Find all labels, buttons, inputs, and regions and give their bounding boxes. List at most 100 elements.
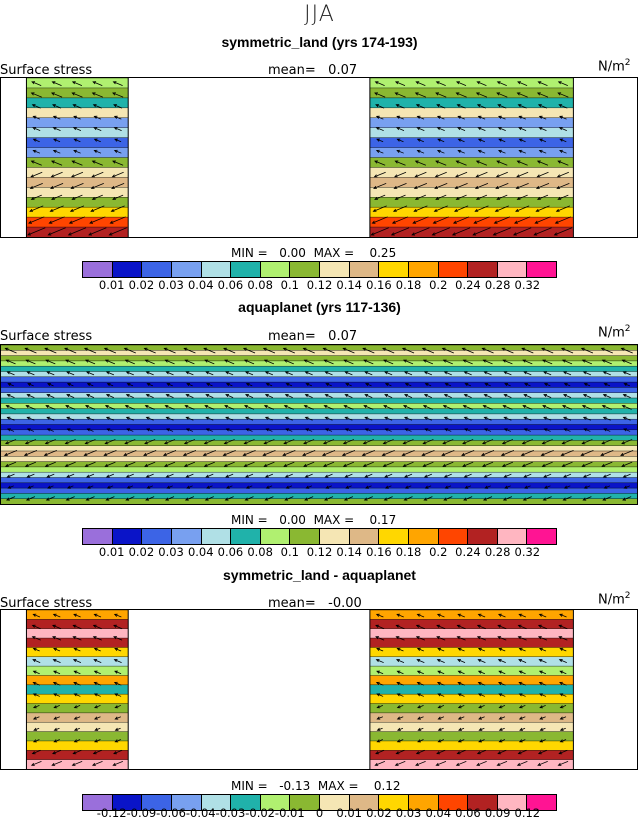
stress-vector-head — [106, 383, 111, 387]
stress-vector — [519, 150, 526, 154]
stress-vector-head — [112, 762, 117, 766]
stress-vector-head — [64, 463, 69, 467]
stress-vector-head — [455, 762, 460, 766]
stress-vector — [498, 150, 506, 154]
stress-vector — [454, 205, 469, 212]
stress-vector-head — [415, 751, 420, 755]
stress-vector — [403, 439, 414, 445]
stress-vector — [391, 227, 410, 236]
stress-vector-head — [424, 383, 429, 387]
stress-vector — [111, 205, 125, 212]
stress-vector-head — [224, 404, 228, 409]
stress-vector-head — [514, 220, 518, 224]
stress-vector — [457, 613, 465, 618]
stress-vector-head — [370, 232, 375, 236]
stress-vector — [5, 461, 17, 467]
stress-vector — [443, 405, 453, 410]
stress-vector-head — [123, 347, 128, 351]
stress-band — [26, 97, 129, 109]
stress-vector — [397, 648, 404, 652]
stress-vector-head — [282, 347, 287, 351]
stress-vector — [92, 92, 103, 98]
colorbar-tick-label: 0.03 — [158, 278, 184, 292]
stress-vector-head — [583, 383, 588, 387]
stress-band — [369, 712, 574, 723]
stress-vector — [538, 749, 548, 755]
colorbar-swatch — [408, 529, 439, 544]
stress-vector — [416, 636, 425, 641]
stress-vector — [582, 405, 593, 410]
stress-vector — [88, 227, 107, 236]
stress-vector-head — [437, 727, 442, 731]
stress-vector-head — [283, 441, 288, 445]
stress-vector — [478, 659, 486, 663]
stress-vector-head — [496, 160, 501, 164]
stress-vector-head — [282, 452, 287, 456]
stress-vector — [519, 138, 526, 143]
stress-vector-head — [66, 394, 71, 398]
stress-vector-head — [49, 185, 54, 189]
stress-vector — [484, 428, 492, 432]
stress-vector-head — [343, 404, 348, 409]
stress-vector-head — [225, 416, 230, 420]
stress-vector — [623, 371, 631, 376]
stress-vector — [73, 613, 81, 618]
stress-vector — [74, 648, 81, 652]
stress-vector — [203, 347, 216, 354]
stress-vector — [539, 670, 547, 675]
stress-vector — [112, 194, 124, 200]
stress-vector — [457, 104, 466, 109]
colorbar-tick-label: -0.12 — [96, 806, 127, 820]
stress-vector-head — [404, 371, 408, 375]
stress-vector-head — [436, 127, 441, 131]
stress-vector-head — [91, 92, 96, 96]
stress-band — [1, 488, 637, 494]
stress-vector-head — [457, 693, 462, 697]
stress-vector — [363, 405, 374, 410]
stress-vector-head — [498, 647, 503, 651]
stress-vector-head — [245, 474, 249, 478]
stress-vector — [395, 160, 406, 166]
stress-vector-head — [536, 174, 541, 178]
stress-vector-head — [541, 441, 546, 445]
colorbar-tick-label: 0.06 — [455, 806, 481, 820]
stress-vector — [7, 383, 14, 387]
stress-vector — [183, 450, 197, 456]
stress-vector-head — [417, 739, 421, 743]
stress-vector — [383, 439, 394, 445]
stress-vector — [396, 104, 405, 109]
stress-vector — [423, 405, 434, 410]
stress-vector-head — [70, 185, 75, 189]
stress-vector — [620, 450, 634, 456]
stress-vector-head — [402, 441, 407, 445]
stress-vector-head — [144, 463, 148, 467]
stress-vector — [114, 670, 122, 675]
colorbar-tick-label: 0.24 — [455, 278, 481, 292]
stress-vector-head — [517, 81, 521, 85]
stress-vector-head — [343, 359, 348, 363]
stress-vector-head — [555, 208, 560, 212]
stress-vector — [437, 693, 445, 697]
stress-vector — [411, 227, 430, 236]
stress-vector-head — [417, 705, 421, 709]
stress-vector-head — [557, 81, 562, 85]
stress-vector — [146, 473, 154, 478]
stress-vector — [73, 127, 82, 131]
stress-vector-head — [384, 428, 389, 432]
colorbar-swatch — [379, 262, 409, 277]
colorbar-tick-label: 0.02 — [128, 545, 155, 559]
stress-vector — [436, 760, 447, 766]
stress-vector — [53, 670, 61, 675]
stress-band — [369, 647, 574, 658]
stress-vector — [105, 439, 116, 445]
stress-vector-head — [538, 670, 543, 674]
stress-vector-head — [457, 647, 462, 651]
stress-vector — [46, 394, 55, 398]
stress-vector — [622, 359, 632, 365]
stress-vector-head — [27, 485, 32, 489]
stress-vector — [542, 461, 553, 467]
stress-vector — [518, 749, 527, 755]
stress-vector — [72, 92, 83, 98]
stress-vector-head — [411, 232, 416, 236]
stress-vector-head — [518, 659, 522, 663]
